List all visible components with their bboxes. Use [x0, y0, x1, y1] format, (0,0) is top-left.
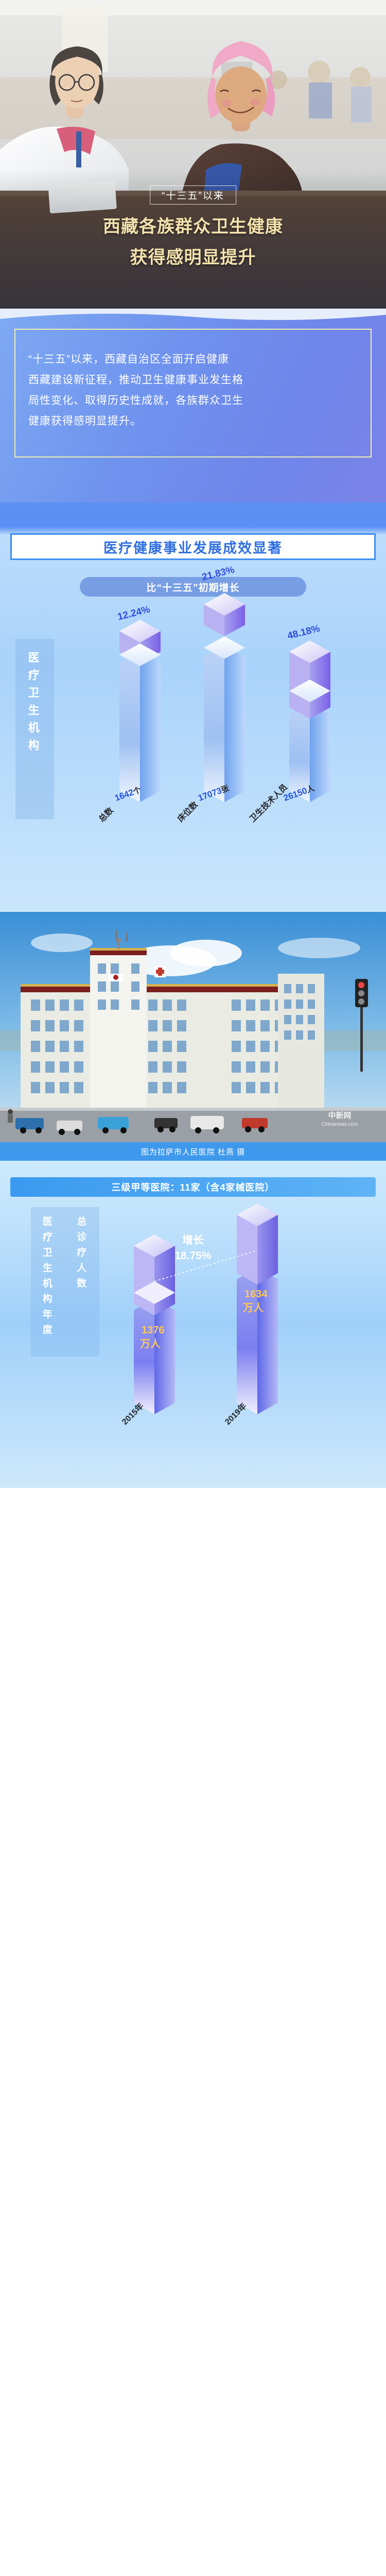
svg-text:万人: 万人	[139, 1338, 161, 1350]
svg-text:Chinanews.com: Chinanews.com	[321, 1122, 358, 1127]
svg-text:中新网: 中新网	[328, 1111, 351, 1120]
svg-text:1376: 1376	[142, 1325, 165, 1336]
svg-text:万人: 万人	[242, 1302, 264, 1314]
svg-text:1634: 1634	[244, 1289, 268, 1300]
